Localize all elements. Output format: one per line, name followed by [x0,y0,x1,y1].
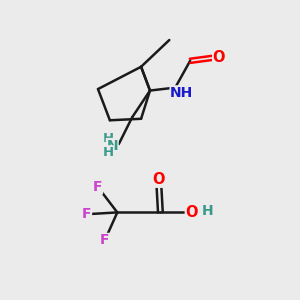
Text: N: N [106,139,118,152]
Text: NH: NH [170,86,194,100]
Text: H: H [202,204,214,218]
Text: O: O [185,205,198,220]
Text: F: F [93,180,103,194]
Text: O: O [153,172,165,187]
Text: O: O [213,50,225,65]
Text: H: H [103,146,114,159]
Text: H: H [103,132,114,145]
Text: F: F [82,207,92,221]
Text: F: F [100,233,110,248]
